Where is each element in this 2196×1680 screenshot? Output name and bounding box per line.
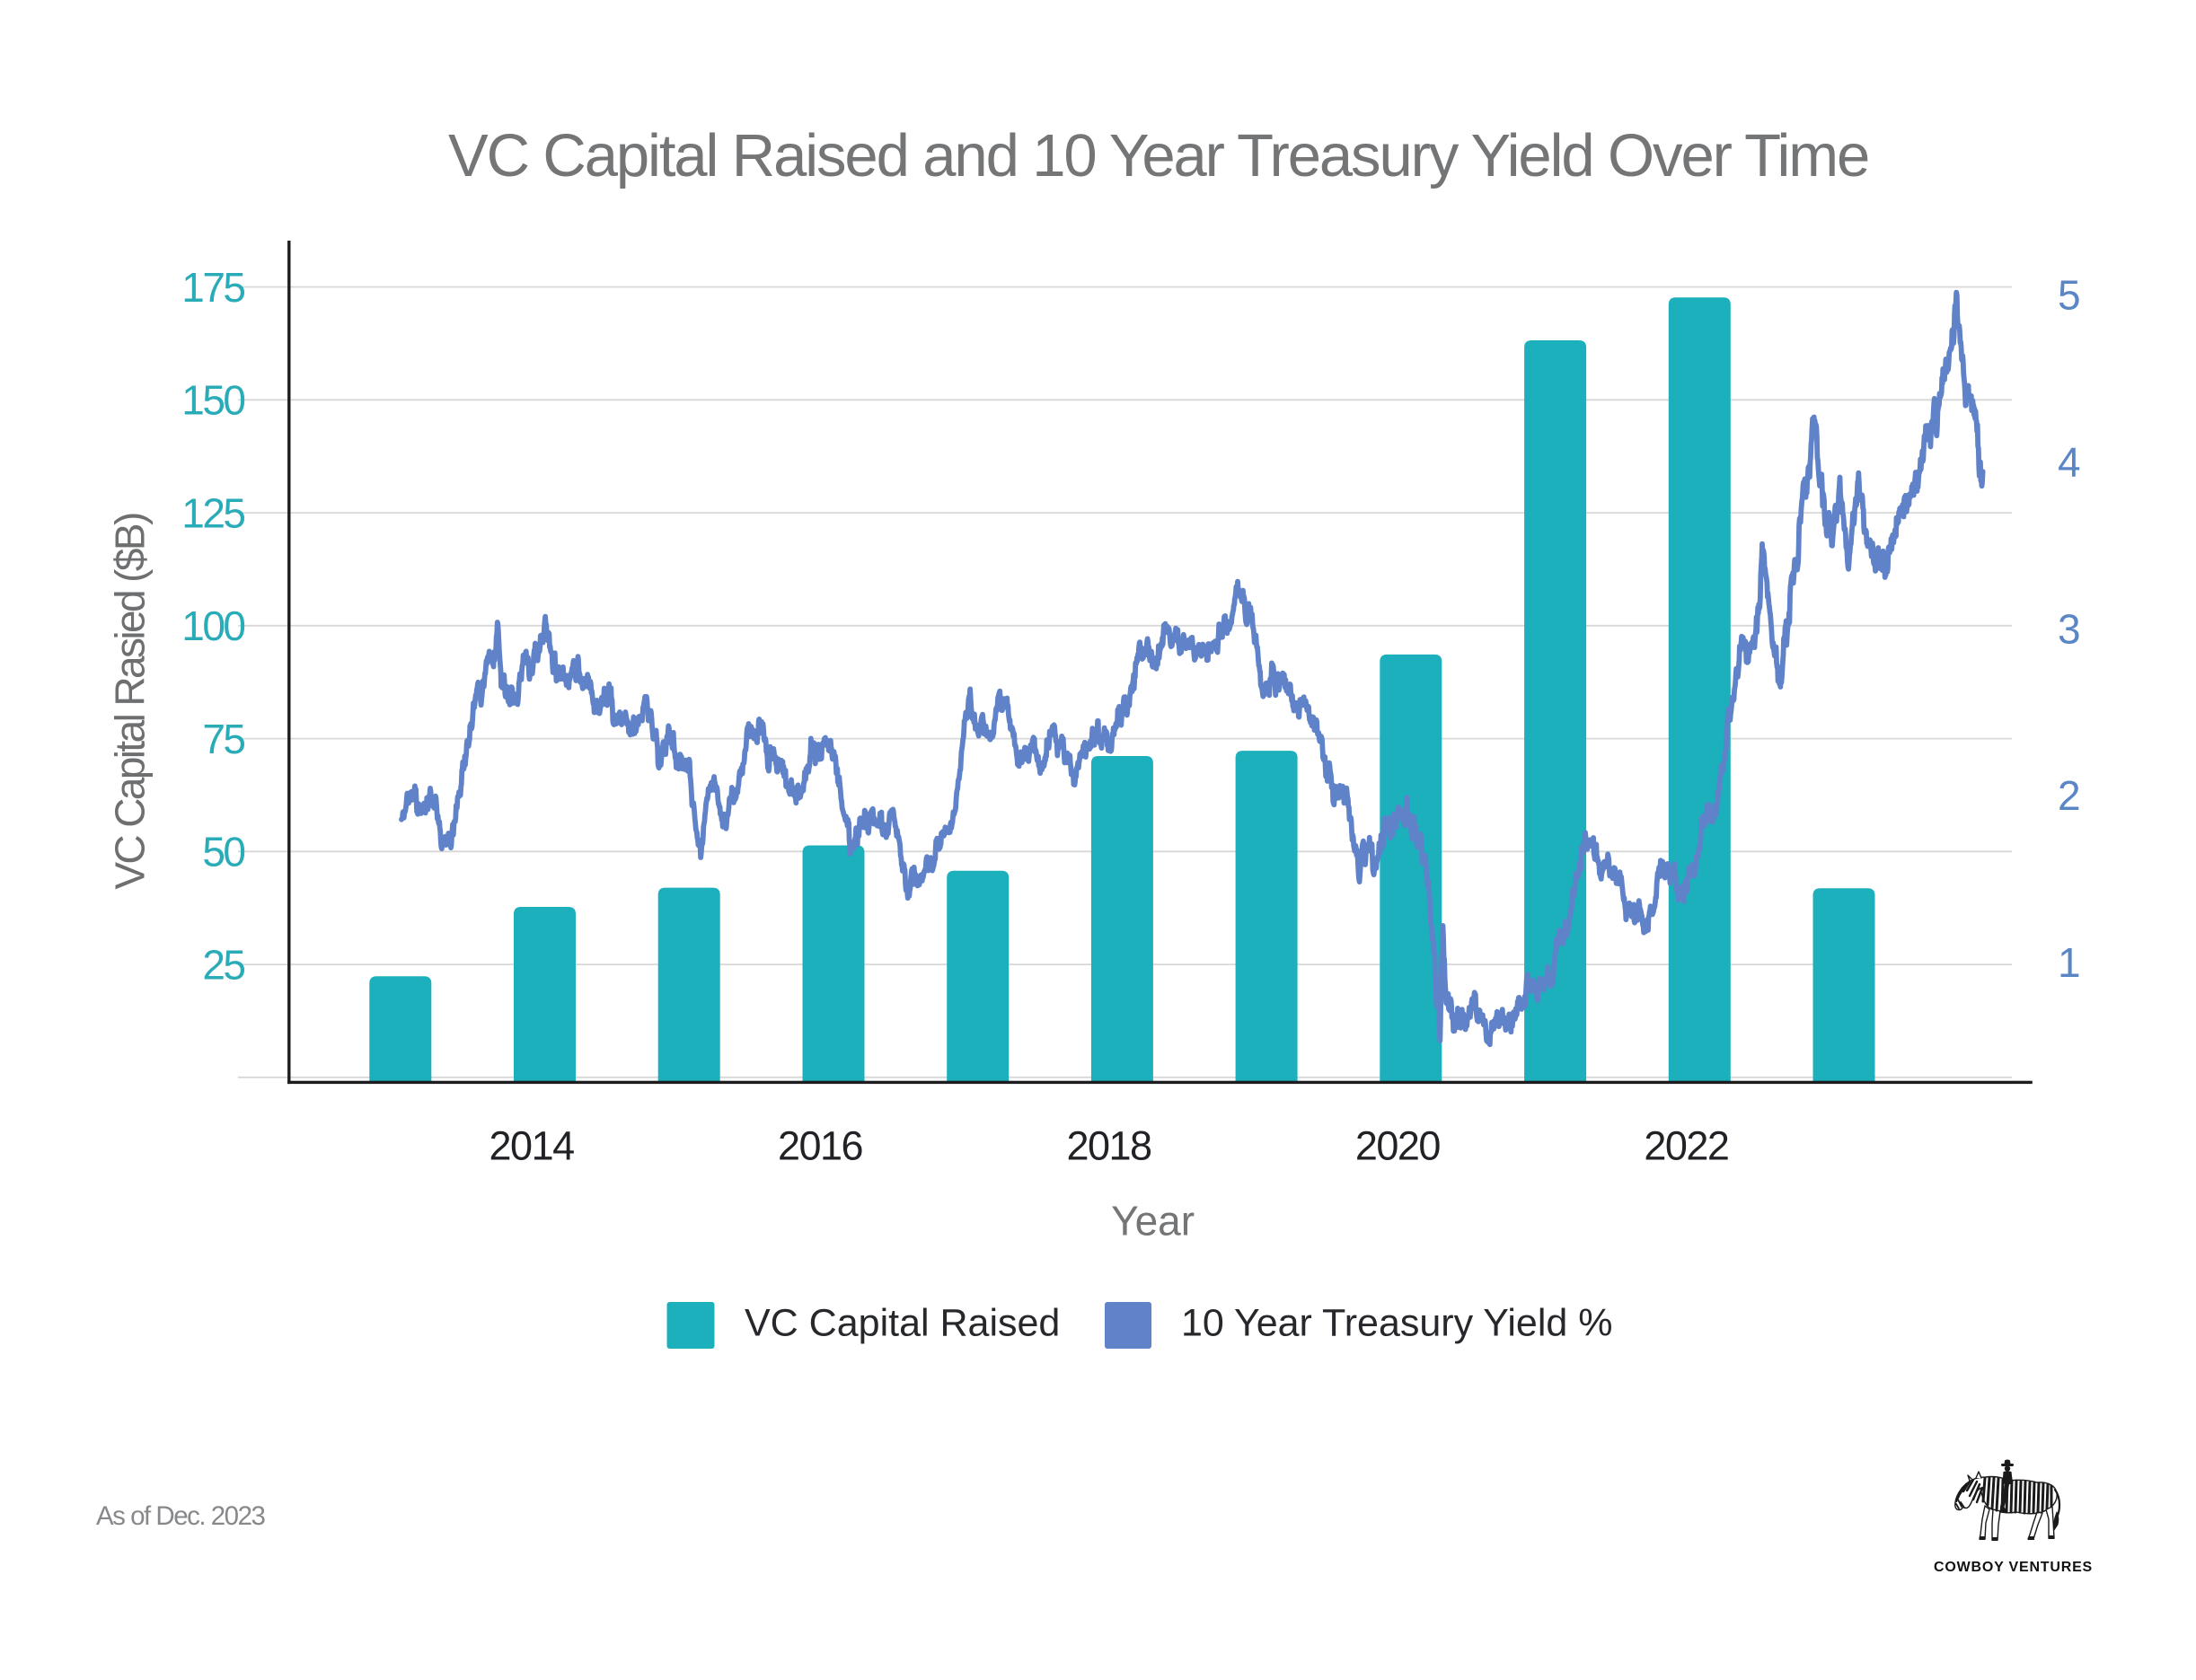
- svg-text:50: 50: [202, 829, 244, 875]
- svg-text:2016: 2016: [778, 1122, 863, 1168]
- svg-text:4: 4: [2058, 438, 2081, 485]
- svg-text:175: 175: [181, 264, 244, 311]
- svg-text:2020: 2020: [1355, 1122, 1441, 1168]
- svg-text:As of Dec. 2023: As of Dec. 2023: [96, 1501, 265, 1531]
- svg-text:2018: 2018: [1066, 1122, 1151, 1168]
- svg-text:1: 1: [2058, 939, 2081, 986]
- svg-text:5: 5: [2058, 272, 2081, 319]
- svg-text:VC Capital Rasied ($B): VC Capital Rasied ($B): [107, 514, 154, 890]
- svg-text:2014: 2014: [489, 1122, 575, 1168]
- svg-text:VC Capital Raised: VC Capital Raised: [745, 1302, 1060, 1345]
- svg-text:Year: Year: [1111, 1198, 1195, 1245]
- svg-text:75: 75: [202, 716, 244, 762]
- svg-text:VC Capital Raised and 10 Year: VC Capital Raised and 10 Year Treasury Y…: [448, 122, 1868, 189]
- svg-text:2: 2: [2058, 772, 2081, 819]
- svg-text:10 Year Treasury Yield %: 10 Year Treasury Yield %: [1181, 1302, 1612, 1345]
- svg-text:25: 25: [202, 941, 244, 988]
- svg-text:2022: 2022: [1644, 1122, 1728, 1168]
- svg-text:150: 150: [181, 377, 244, 424]
- svg-text:COWBOY VENTURES: COWBOY VENTURES: [1934, 1560, 2093, 1575]
- svg-text:3: 3: [2058, 605, 2081, 652]
- svg-text:125: 125: [181, 489, 244, 536]
- svg-text:100: 100: [181, 603, 244, 649]
